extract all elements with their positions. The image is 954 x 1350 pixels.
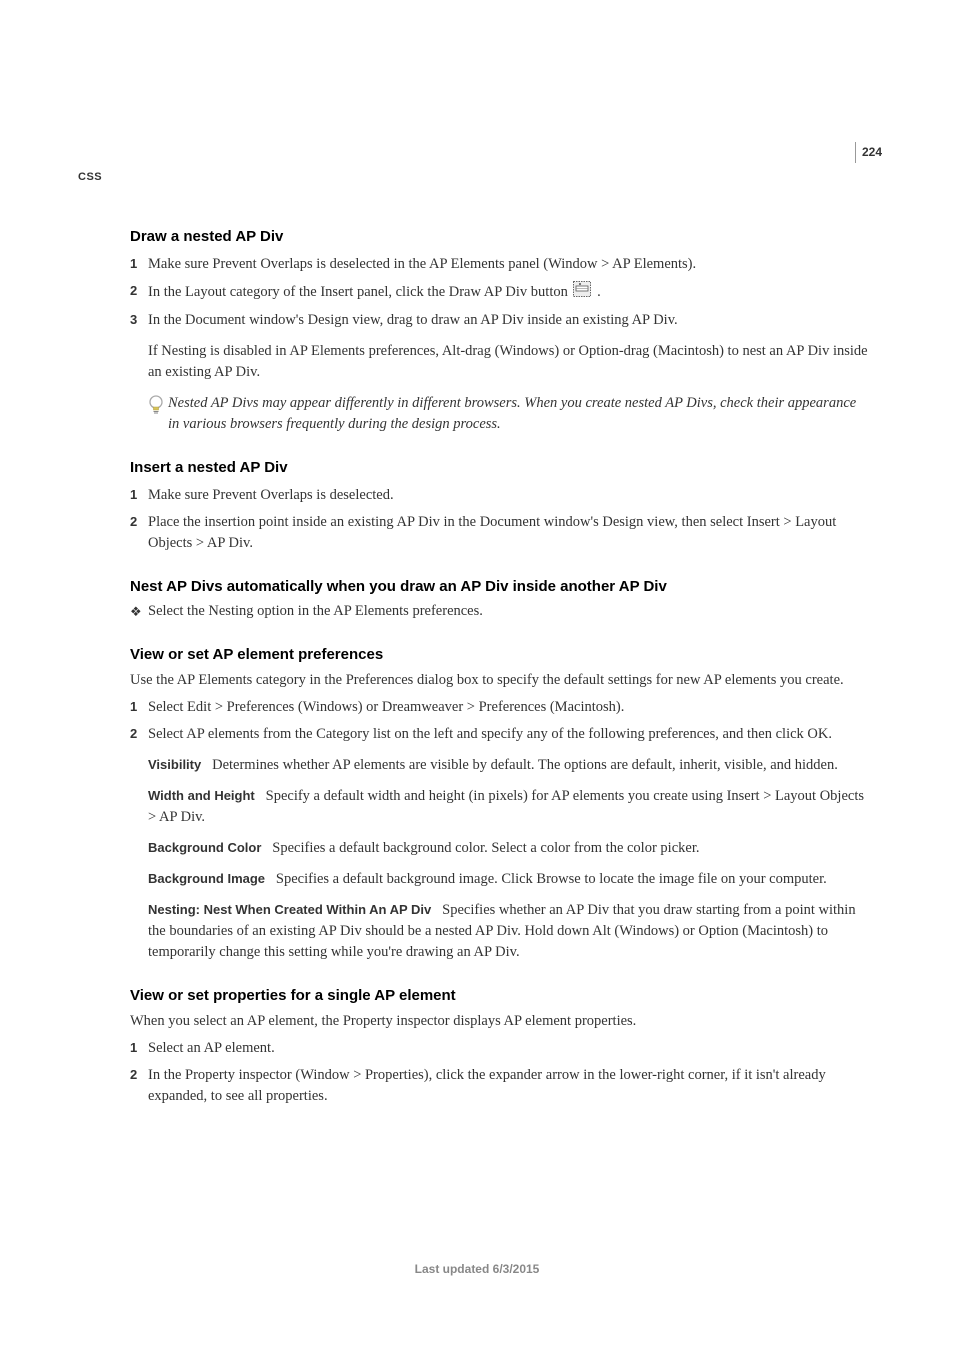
step-number: 2 [130, 281, 148, 301]
step-number: 2 [130, 512, 148, 532]
draw-ap-div-icon [573, 281, 591, 304]
numbered-step: 2 In the Layout category of the Insert p… [130, 281, 870, 304]
definition-term: Width and Height [148, 788, 255, 803]
section-heading: View or set properties for a single AP e… [130, 985, 870, 1007]
step-text: Select Edit > Preferences (Windows) or D… [148, 697, 870, 718]
step-number: 2 [130, 724, 148, 744]
definition-text: Specify a default width and height (in p… [148, 788, 864, 825]
step-number: 1 [130, 697, 148, 717]
step-text: Make sure Prevent Overlaps is deselected… [148, 254, 870, 275]
numbered-step: 1 Select an AP element. [130, 1038, 870, 1059]
tip-block: Nested AP Divs may appear differently in… [148, 393, 870, 435]
numbered-step: 2 Select AP elements from the Category l… [130, 724, 870, 745]
header-category: CSS [78, 170, 102, 186]
section-heading: Nest AP Divs automatically when you draw… [130, 576, 870, 598]
step-text: Make sure Prevent Overlaps is deselected… [148, 485, 870, 506]
step-text: Place the insertion point inside an exis… [148, 512, 870, 554]
step-text: In the Layout category of the Insert pan… [148, 281, 870, 304]
bullet-text: Select the Nesting option in the AP Elem… [148, 601, 870, 622]
definition-term: Nesting: Nest When Created Within An AP … [148, 902, 431, 917]
step-text: In the Document window's Design view, dr… [148, 310, 870, 331]
numbered-step: 1 Select Edit > Preferences (Windows) or… [130, 697, 870, 718]
definition-text: Specifies a default background color. Se… [272, 840, 699, 856]
definition-text: Specifies a default background image. Cl… [276, 871, 827, 887]
step-text: Select AP elements from the Category lis… [148, 724, 870, 745]
definition-term: Visibility [148, 757, 201, 772]
section-heading: View or set AP element preferences [130, 644, 870, 666]
step-text-before: In the Layout category of the Insert pan… [148, 284, 571, 300]
definition-text [258, 788, 265, 804]
bullet-step: ❖ Select the Nesting option in the AP El… [130, 601, 870, 622]
definition-text [269, 871, 276, 887]
step-number: 1 [130, 485, 148, 505]
definition-item: Background Image Specifies a default bac… [148, 869, 870, 890]
tip-text: Nested AP Divs may appear differently in… [168, 393, 870, 435]
page-footer: Last updated 6/3/2015 [0, 1261, 954, 1278]
step-number: 1 [130, 254, 148, 274]
intro-paragraph: When you select an AP element, the Prope… [130, 1011, 870, 1032]
step-text-after: . [597, 284, 601, 300]
section-heading: Draw a nested AP Div [130, 226, 870, 248]
definition-item: Visibility Determines whether AP element… [148, 755, 870, 776]
definition-item: Nesting: Nest When Created Within An AP … [148, 900, 870, 963]
lightbulb-icon [148, 393, 168, 424]
step-number: 3 [130, 310, 148, 330]
intro-paragraph: Use the AP Elements category in the Pref… [130, 670, 870, 691]
numbered-step: 1 Make sure Prevent Overlaps is deselect… [130, 485, 870, 506]
step-text: Select an AP element. [148, 1038, 870, 1059]
numbered-step: 1 Make sure Prevent Overlaps is deselect… [130, 254, 870, 275]
definition-item: Width and Height Specify a default width… [148, 786, 870, 828]
definition-item: Background Color Specifies a default bac… [148, 838, 870, 859]
definition-term: Background Color [148, 840, 261, 855]
numbered-step: 2 Place the insertion point inside an ex… [130, 512, 870, 554]
step-text: In the Property inspector (Window > Prop… [148, 1065, 870, 1107]
page-number: 224 [855, 142, 882, 163]
numbered-step: 2 In the Property inspector (Window > Pr… [130, 1065, 870, 1107]
definition-text: Determines whether AP elements are visib… [212, 757, 838, 773]
bullet-mark: ❖ [130, 601, 148, 622]
section-heading: Insert a nested AP Div [130, 457, 870, 479]
step-number: 2 [130, 1065, 148, 1085]
definition-term: Background Image [148, 871, 265, 886]
page-content: Draw a nested AP Div 1 Make sure Prevent… [130, 226, 870, 1107]
numbered-step: 3 In the Document window's Design view, … [130, 310, 870, 331]
followup-paragraph: If Nesting is disabled in AP Elements pr… [148, 341, 870, 383]
step-number: 1 [130, 1038, 148, 1058]
